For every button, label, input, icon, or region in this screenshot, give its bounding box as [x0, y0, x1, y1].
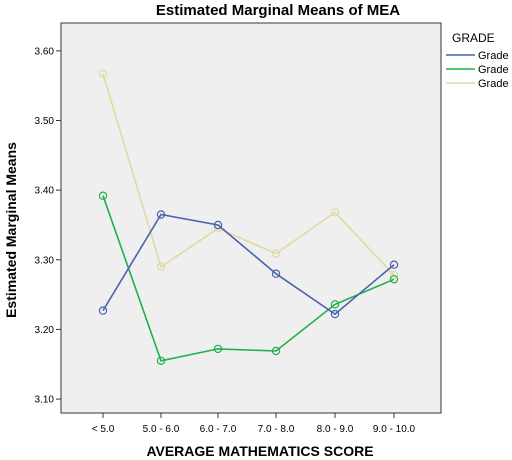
- y-tick-label: 3.40: [35, 186, 55, 197]
- series-grade-10: [98, 210, 399, 319]
- legend-label: Grade 12: [478, 78, 512, 90]
- data-point: [271, 269, 281, 278]
- data-point: [330, 208, 340, 217]
- x-axis-title: AVERAGE MATHEMATICS SCORE: [146, 443, 373, 459]
- legend-item: Grade 12: [446, 78, 512, 90]
- data-point: [389, 270, 399, 280]
- data-point: [213, 344, 223, 354]
- x-tick-label: 8.0 - 9.0: [317, 424, 354, 435]
- legend-item: Grade 11: [446, 64, 512, 76]
- data-point: [330, 300, 340, 309]
- x-axis: < 5.0 5.0 - 6.0 6.0 - 7.0 7.0 - 8.0 8.0 - 9.…: [92, 413, 416, 435]
- series-grade-11: [98, 191, 399, 365]
- x-tick-label: 6.0 - 7.0: [200, 424, 237, 435]
- data-point: [389, 275, 399, 284]
- data-point: [98, 191, 108, 200]
- data-point: [330, 309, 340, 319]
- data-point: [98, 306, 108, 315]
- y-tick-label: 3.10: [35, 395, 55, 406]
- series-line: [102, 195, 395, 362]
- y-tick-label: 3.60: [35, 46, 55, 57]
- chart-title: Estimated Marginal Means of MEA: [156, 2, 400, 19]
- plot-area: [60, 22, 442, 414]
- data-point: [156, 262, 166, 271]
- legend-label: Grade 10: [478, 50, 512, 62]
- data-point: [156, 356, 166, 365]
- data-point: [271, 249, 281, 258]
- y-tick-label: 3.20: [35, 325, 55, 336]
- x-tick-label: 9.0 - 10.0: [373, 424, 416, 435]
- legend-label: Grade 11: [478, 64, 512, 76]
- x-tick-label: 5.0 - 6.0: [143, 424, 180, 435]
- data-point: [98, 69, 108, 79]
- y-tick-label: 3.50: [35, 116, 55, 127]
- x-tick-label: < 5.0: [92, 424, 115, 435]
- series-line: [102, 73, 395, 276]
- y-axis: 3.10 3.20 3.30 3.40 3.50 3.60: [35, 46, 61, 406]
- legend: GRADE Grade 10 Grade 11 Grade 12: [446, 31, 512, 90]
- legend-title: GRADE: [452, 31, 495, 45]
- data-point: [156, 210, 166, 219]
- y-axis-title: Estimated Marginal Means: [3, 142, 19, 318]
- x-tick-label: 7.0 - 8.0: [258, 424, 295, 435]
- data-point: [389, 260, 399, 269]
- y-tick-label: 3.30: [35, 255, 55, 266]
- data-point: [213, 220, 223, 230]
- series-layer: [98, 69, 399, 365]
- series-line: [102, 213, 395, 316]
- legend-item: Grade 10: [446, 50, 512, 62]
- data-point: [271, 346, 281, 356]
